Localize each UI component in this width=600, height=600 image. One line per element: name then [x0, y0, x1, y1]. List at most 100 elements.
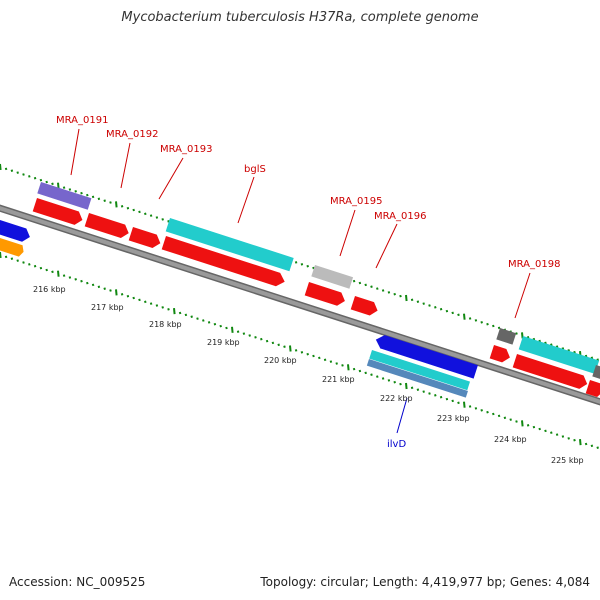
gene-feature-ilvD-cyan[interactable] — [369, 350, 471, 391]
inner-tick — [225, 326, 228, 330]
gene-feature-orange-left[interactable] — [0, 236, 25, 258]
outer-tick — [16, 171, 19, 174]
inner-tick — [335, 362, 338, 365]
inner-tick — [492, 412, 495, 416]
gene-feature-MRA_0195[interactable] — [311, 265, 354, 289]
outer-tick — [439, 307, 443, 311]
inner-tick — [399, 382, 402, 386]
cds-feature-bglS[interactable] — [161, 236, 287, 288]
inner-tick — [526, 424, 530, 427]
accession-text: Accession: NC_009525 — [9, 575, 146, 589]
gene-label-MRA_0191[interactable]: MRA_0191 — [56, 115, 108, 126]
kbp-label-220: 220 kbp — [264, 356, 297, 365]
gene-feature-cyan-right[interactable] — [518, 336, 600, 374]
inner-tick — [364, 371, 367, 375]
outer-tick — [10, 169, 14, 172]
outer-tick — [149, 214, 153, 217]
inner-tick — [39, 266, 43, 270]
gene-feature-ilvD-blue[interactable] — [374, 333, 478, 379]
label-callouts — [70, 128, 531, 434]
gene-feature-MRA_0198[interactable] — [496, 328, 517, 345]
inner-tick — [184, 313, 188, 317]
inner-tick — [68, 276, 72, 279]
inner-tick — [555, 433, 559, 436]
outer-tick — [103, 199, 106, 202]
inner-tick — [486, 410, 489, 414]
gene-label-MRA_0193[interactable]: MRA_0193 — [160, 144, 212, 155]
inner-tick — [202, 319, 205, 322]
inner-tick — [173, 308, 176, 315]
gene-feature-blue-left[interactable] — [0, 218, 32, 244]
outer-tick — [457, 313, 460, 317]
inner-tick — [561, 435, 565, 438]
inner-tick — [271, 341, 275, 345]
inner-tick — [509, 418, 512, 421]
gene-labels: MRA_0191 MRA_0192 MRA_0193 bglS MRA_0195… — [56, 115, 560, 450]
gene-feature-ilvD-steel[interactable] — [366, 359, 468, 398]
gene-feature-dark-right-edge[interactable] — [592, 365, 600, 380]
inner-tick — [155, 304, 159, 307]
gene-feature-MRA_0191[interactable] — [37, 182, 92, 210]
inner-tick — [196, 317, 199, 320]
gene-label-MRA_0192[interactable]: MRA_0192 — [106, 129, 158, 140]
inner-tick — [22, 261, 25, 264]
inner-tick — [10, 257, 14, 260]
inner-tick — [86, 281, 89, 285]
inner-tick — [115, 289, 118, 296]
kbp-label-223: 223 kbp — [437, 414, 470, 423]
inner-tick — [28, 263, 31, 266]
outer-tick — [468, 317, 472, 320]
cds-feature-2[interactable] — [84, 213, 131, 240]
inner-tick — [474, 407, 478, 410]
inner-tick — [219, 324, 222, 328]
inner-tick — [109, 289, 112, 292]
cds-feature-MRA_0198[interactable] — [489, 345, 512, 364]
inner-tick — [410, 386, 414, 390]
outer-tick — [358, 281, 362, 285]
inner-tick — [51, 270, 54, 274]
inner-tick — [57, 270, 60, 277]
inner-tick — [236, 330, 240, 333]
map-title: Mycobacterium tuberculosis H37Ra, comple… — [121, 10, 479, 25]
outer-tick — [51, 182, 54, 186]
cds-feature-1[interactable] — [32, 198, 85, 227]
cds-feature-red-right[interactable] — [512, 354, 590, 391]
outer-tick — [463, 313, 466, 320]
inner-tick — [260, 337, 263, 341]
inner-tick — [16, 259, 19, 262]
outer-tick — [97, 197, 101, 201]
outer-tick — [132, 208, 135, 212]
inner-tick — [480, 409, 483, 412]
inner-tick — [567, 437, 570, 440]
gene-label-MRA_0198[interactable]: MRA_0198 — [508, 259, 560, 270]
gene-label-MRA_0196[interactable]: MRA_0196 — [374, 211, 426, 222]
cds-feature-red-right-edge[interactable] — [585, 380, 600, 398]
inner-tick — [370, 373, 373, 376]
gene-label-ilvD[interactable]: ilvD — [387, 439, 406, 450]
cds-feature-3[interactable] — [128, 227, 163, 250]
outer-tick — [376, 287, 379, 290]
inner-tick — [573, 438, 576, 442]
inner-tick — [341, 364, 344, 367]
inner-tick-track — [0, 251, 599, 449]
cds-feature-MRA_0196[interactable] — [350, 296, 380, 317]
inner-tick — [445, 397, 449, 401]
inner-tick — [381, 377, 385, 380]
inner-tick — [463, 401, 466, 408]
inner-tick — [358, 369, 362, 373]
gene-feature-bglS[interactable] — [165, 218, 294, 272]
inner-tick — [405, 382, 408, 390]
inner-tick — [584, 442, 588, 446]
gene-label-MRA_0195[interactable]: MRA_0195 — [330, 196, 382, 207]
inner-tick — [33, 264, 37, 268]
outer-tick — [416, 300, 420, 303]
inner-tick — [497, 414, 501, 418]
inner-tick — [503, 416, 507, 420]
inner-tick — [74, 278, 77, 281]
cds-feature-MRA_0195[interactable] — [304, 282, 347, 308]
gene-label-bglS[interactable]: bglS — [244, 164, 266, 175]
inner-tick — [294, 349, 298, 352]
inner-tick — [323, 358, 327, 362]
inner-tick — [550, 431, 553, 434]
